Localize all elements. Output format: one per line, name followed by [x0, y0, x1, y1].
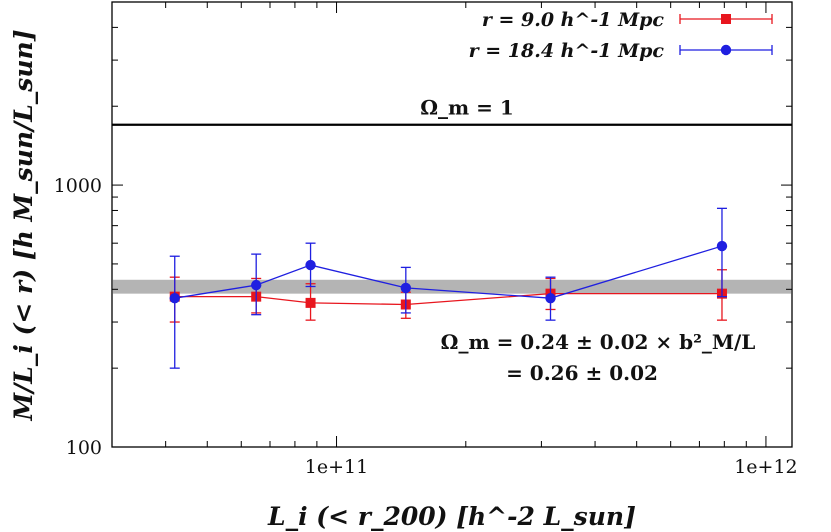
x-tick-label: 1e+11 — [305, 456, 368, 478]
data-point-circle — [305, 259, 316, 271]
reference-line-label: Ω_m = 1 — [420, 96, 514, 120]
series-line — [174, 245, 723, 299]
legend-marker-square — [721, 14, 731, 24]
plot-frame — [111, 1, 793, 448]
data-point-circle — [545, 292, 556, 304]
legend-label: r = 18.4 h^-1 Mpc — [469, 40, 665, 62]
y-tick-label: 100 — [66, 437, 102, 459]
x-axis-label: L_i (< r_200) [h^-2 L_sun] — [267, 502, 636, 531]
shaded-band — [113, 279, 791, 294]
legend-label: r = 9.0 h^-1 Mpc — [482, 9, 665, 31]
data-point-circle — [716, 240, 728, 252]
y-tick-label: 1000 — [54, 175, 102, 197]
x-tick-label: 1e+12 — [734, 456, 797, 478]
data-point-circle — [400, 282, 412, 294]
data-point-circle — [169, 292, 180, 304]
annotation-line: = 0.26 ± 0.02 — [506, 361, 658, 385]
data-point-square — [305, 297, 316, 308]
legend-marker-circle — [720, 44, 732, 56]
y-axis-label: M/L_i (< r) [h M_sun/L_sun] — [9, 29, 38, 421]
data-point-circle — [250, 279, 262, 291]
series-line — [174, 293, 722, 306]
annotation-line: Ω_m = 0.24 ± 0.02 × b²_M/L — [441, 330, 756, 354]
plot-area: 1e+11 1e+12 100 1000 r = 9.0 h^-1 Mpc r = 18.… — [9, 1, 798, 531]
